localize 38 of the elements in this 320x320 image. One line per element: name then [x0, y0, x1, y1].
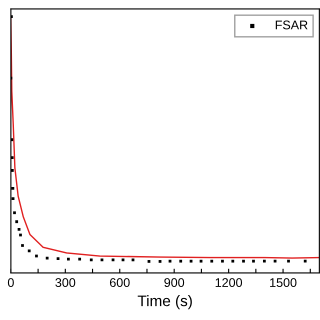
point	[11, 186, 14, 190]
point	[168, 260, 172, 263]
point	[158, 260, 162, 263]
point	[12, 197, 14, 200]
point	[132, 258, 134, 262]
point	[21, 244, 24, 247]
point	[200, 260, 202, 263]
point	[35, 254, 38, 258]
x-tick-label: 1200	[216, 278, 242, 288]
point	[100, 258, 104, 262]
x-tick-label: 300	[55, 278, 76, 288]
x-tick-label: 0	[8, 278, 14, 288]
point	[90, 258, 93, 262]
point	[18, 228, 20, 231]
x-tick-label: 900	[164, 278, 184, 288]
point	[78, 258, 82, 261]
point	[252, 260, 255, 263]
point	[274, 260, 276, 263]
point	[19, 234, 22, 236]
point	[148, 260, 150, 263]
x-axis-title: Time (s)	[138, 295, 192, 310]
x-tick-label: 1500	[270, 278, 296, 288]
point	[190, 260, 192, 263]
point	[10, 169, 14, 172]
point	[56, 257, 60, 260]
point	[46, 256, 49, 260]
point	[287, 260, 290, 263]
point	[28, 250, 31, 252]
point	[67, 258, 70, 261]
legend-label: FSAR	[276, 20, 308, 30]
point	[10, 156, 14, 160]
point	[221, 260, 224, 263]
point	[262, 260, 266, 263]
point	[13, 211, 16, 214]
point	[242, 260, 245, 263]
point	[112, 258, 114, 262]
point	[122, 258, 124, 262]
x-tick-label: 600	[110, 278, 130, 288]
